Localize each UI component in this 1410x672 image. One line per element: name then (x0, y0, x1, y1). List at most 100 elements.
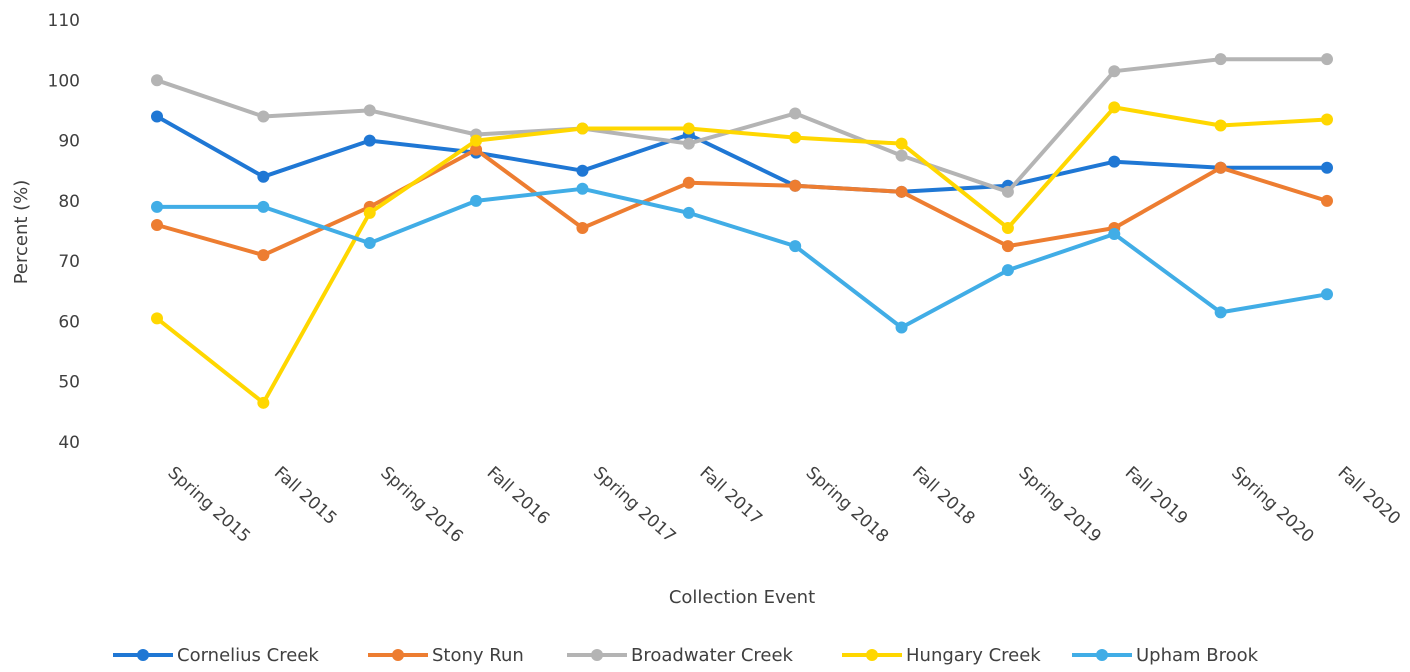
x-tick-label: Fall 2018 (908, 463, 978, 529)
data-point (576, 122, 589, 135)
data-point (789, 240, 802, 253)
x-tick-label: Spring 2017 (589, 463, 679, 547)
data-point (470, 194, 483, 207)
data-point (789, 131, 802, 144)
data-point (470, 134, 483, 147)
series-line (155, 186, 1329, 330)
x-tick-label: Spring 2016 (376, 463, 466, 547)
data-point (789, 107, 802, 120)
data-point (1321, 53, 1333, 66)
data-point (1214, 53, 1227, 66)
y-tick-label: 50 (58, 373, 80, 393)
data-point (257, 170, 270, 183)
series-line (155, 57, 1329, 194)
legend-item: Cornelius Creek (113, 645, 319, 666)
x-tick-label: Fall 2019 (1121, 463, 1191, 529)
y-axis-title: Percent (%) (11, 180, 32, 285)
legend-label: Stony Run (432, 645, 524, 666)
data-point (576, 164, 589, 177)
data-point (1001, 185, 1014, 198)
legend-swatch-marker (1096, 649, 1108, 661)
data-point (1214, 306, 1227, 319)
data-point (257, 200, 270, 213)
data-point (470, 143, 483, 156)
legend-swatch-marker (866, 649, 878, 661)
data-point (1001, 264, 1014, 277)
x-axis-ticks: Spring 2015 Fall 2015 Spring 2016 Fall 2016… (164, 463, 1404, 547)
y-tick-label: 60 (58, 312, 80, 332)
data-point (1321, 161, 1333, 174)
legend-item: Upham Brook (1072, 645, 1259, 666)
x-tick-label: Fall 2015 (270, 463, 340, 529)
data-point (151, 110, 163, 123)
series-group (151, 182, 1333, 334)
data-point (895, 137, 908, 150)
y-tick-label: 80 (58, 192, 80, 212)
y-tick-label: 110 (48, 11, 80, 31)
data-point (363, 237, 376, 250)
legend-item: Broadwater Creek (567, 645, 794, 666)
data-point (1108, 155, 1121, 168)
data-point (1001, 221, 1014, 234)
x-tick-label: Fall 2016 (483, 463, 553, 529)
data-point (576, 182, 589, 195)
legend-swatch-marker (591, 649, 603, 661)
data-point (576, 221, 589, 234)
data-point (151, 74, 163, 87)
data-point (363, 134, 376, 147)
data-point (1001, 240, 1014, 253)
series-line (155, 114, 1329, 194)
data-point (1214, 161, 1227, 174)
data-point (1108, 65, 1121, 78)
legend-swatch-marker (137, 649, 149, 661)
x-axis-title: Collection Event (669, 587, 815, 608)
legend-item: Hungary Creek (842, 645, 1041, 666)
data-point (1214, 119, 1227, 132)
x-tick-label: Spring 2015 (164, 463, 254, 547)
data-point (257, 396, 270, 409)
data-point (1321, 113, 1333, 126)
y-tick-label: 90 (58, 132, 80, 152)
data-point (682, 122, 695, 135)
data-point (895, 149, 908, 162)
legend: Cornelius Creek Stony Run Broadwater Creek… (113, 645, 1259, 666)
x-tick-label: Spring 2019 (1015, 463, 1105, 547)
series-group (151, 53, 1333, 198)
data-point (789, 179, 802, 192)
series-group (151, 101, 1333, 409)
series-group (151, 143, 1333, 262)
data-point (1108, 228, 1121, 241)
x-tick-label: Spring 2020 (1227, 463, 1317, 547)
legend-label: Upham Brook (1136, 645, 1259, 666)
y-tick-label: 70 (58, 252, 80, 272)
x-tick-label: Fall 2017 (695, 463, 765, 529)
data-point (257, 110, 270, 123)
data-point (151, 218, 163, 231)
legend-item: Stony Run (368, 645, 524, 666)
series-layer (151, 53, 1333, 409)
data-point (895, 185, 908, 198)
legend-swatch-marker (392, 649, 404, 661)
data-point (682, 176, 695, 189)
data-point (363, 104, 376, 117)
legend-label: Hungary Creek (906, 645, 1041, 666)
data-point (257, 249, 270, 262)
data-point (1321, 194, 1333, 207)
legend-label: Broadwater Creek (631, 645, 794, 666)
y-tick-label: 40 (58, 433, 80, 453)
data-point (1108, 101, 1121, 114)
data-point (682, 206, 695, 219)
data-point (151, 200, 163, 213)
data-point (895, 321, 908, 334)
x-tick-label: Spring 2018 (802, 463, 892, 547)
series-line (155, 105, 1329, 405)
data-point (151, 312, 163, 325)
data-point (363, 206, 376, 219)
y-tick-label: 100 (48, 71, 80, 91)
legend-label: Cornelius Creek (177, 645, 319, 666)
series-line (155, 147, 1329, 258)
data-point (682, 137, 695, 150)
y-axis-ticks: 40 50 60 70 80 90 100 110 (48, 11, 80, 453)
x-tick-label: Fall 2020 (1334, 463, 1404, 529)
